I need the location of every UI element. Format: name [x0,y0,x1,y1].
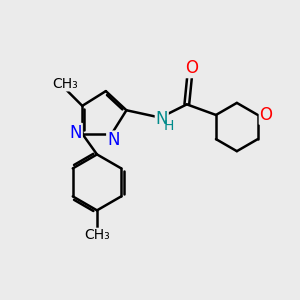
Text: CH₃: CH₃ [84,228,110,242]
Text: N: N [70,124,82,142]
Text: N: N [107,131,119,149]
Text: O: O [260,106,272,124]
Text: O: O [185,59,198,77]
Text: H: H [164,119,174,133]
Text: N: N [155,110,168,128]
Text: CH₃: CH₃ [52,77,78,91]
